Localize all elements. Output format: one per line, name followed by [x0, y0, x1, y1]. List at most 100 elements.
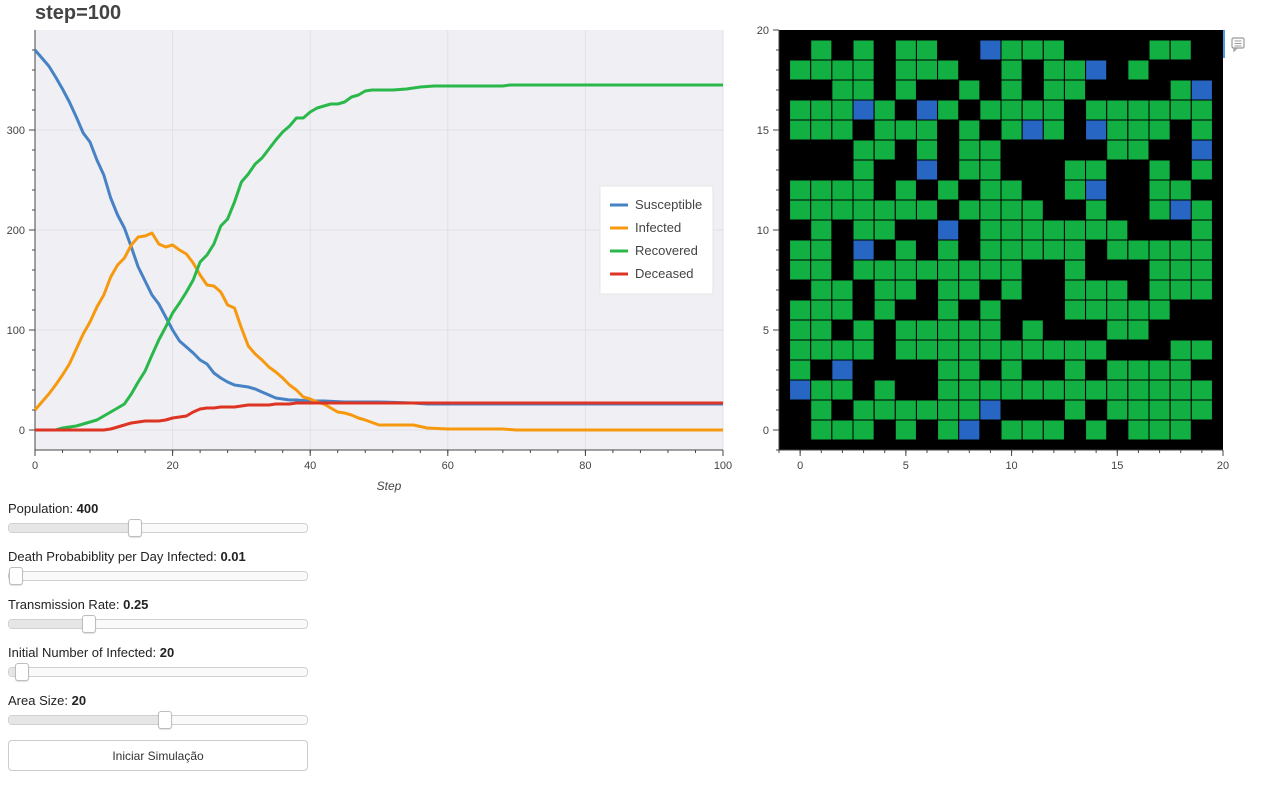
agent-cell-recovered	[958, 319, 981, 341]
agent-cell-susceptible	[1190, 79, 1213, 101]
agent-cell-susceptible	[852, 99, 875, 121]
agent-cell-recovered	[1169, 239, 1192, 261]
slider-track[interactable]	[8, 519, 308, 537]
agent-cell-recovered	[937, 399, 960, 421]
agent-cell-recovered	[1106, 279, 1129, 301]
agent-cell-recovered	[1148, 299, 1171, 321]
agent-cell-recovered	[958, 259, 981, 281]
slider-handle[interactable]	[14, 663, 29, 681]
slider-track[interactable]	[8, 567, 308, 585]
slider-label: Initial Number of Infected: 20	[8, 645, 308, 660]
agent-cell-recovered	[937, 179, 960, 201]
agent-cell-recovered	[1021, 219, 1044, 241]
slider-label: Population: 400	[8, 501, 308, 516]
agent-cell-recovered	[1042, 119, 1065, 141]
slider-handle[interactable]	[82, 615, 96, 633]
comment-icon[interactable]	[1222, 30, 1246, 58]
agent-cell-recovered	[873, 299, 896, 321]
agent-cell-recovered	[979, 199, 1002, 221]
agent-cell-recovered	[789, 119, 812, 141]
legend-entry: Susceptible	[635, 197, 702, 212]
slider-handle[interactable]	[128, 519, 143, 537]
slider-handle[interactable]	[158, 711, 172, 729]
slider-initial-infected: Initial Number of Infected: 20	[8, 645, 308, 681]
agent-cell-recovered	[1021, 379, 1044, 401]
agent-cell-recovered	[894, 399, 917, 421]
agent-cell-recovered	[1190, 219, 1213, 241]
agent-cell-recovered	[873, 259, 896, 281]
agent-cell-recovered	[979, 179, 1002, 201]
agent-cell-recovered	[1127, 239, 1150, 261]
agent-cell-recovered	[1085, 159, 1108, 181]
agent-cell-recovered	[1000, 419, 1023, 441]
series-line-infected	[33, 231, 723, 432]
slider-label-text: Area Size:	[8, 693, 72, 708]
agent-cell-recovered	[1042, 239, 1065, 261]
agent-cell-recovered	[1190, 159, 1213, 181]
agent-cell-recovered	[979, 159, 1002, 181]
agent-cell-recovered	[852, 419, 875, 441]
agent-cell-recovered	[1190, 379, 1213, 401]
slider-track[interactable]	[8, 663, 308, 681]
agent-cell-recovered	[852, 339, 875, 361]
agent-cell-susceptible	[852, 239, 875, 261]
agent-cell-recovered	[1021, 199, 1044, 221]
agent-cell-recovered	[1106, 379, 1129, 401]
line-chart: 0 20 40 60 80 100 0 100 200 300 Step Susceptible Inf…	[7, 30, 732, 493]
agent-cell-recovered	[937, 319, 960, 341]
agent-cell-recovered	[958, 119, 981, 141]
x-tick-label: 40	[304, 460, 316, 472]
series-line-recovered	[35, 83, 723, 432]
slider-fill	[9, 716, 158, 724]
agent-cell-recovered	[789, 99, 812, 121]
slider-handle[interactable]	[9, 567, 23, 585]
agent-cell-recovered	[958, 159, 981, 181]
slider-track[interactable]	[8, 711, 308, 729]
start-simulation-button[interactable]: Iniciar Simulação	[8, 740, 308, 771]
agent-cell-recovered	[1106, 359, 1129, 381]
agent-cell-recovered	[789, 259, 812, 281]
agent-cell-susceptible	[1190, 139, 1213, 161]
x-axis-label: Step	[377, 479, 402, 493]
agent-cell-recovered	[979, 239, 1002, 261]
agent-cell-recovered	[1127, 299, 1150, 321]
agent-cell-recovered	[1000, 219, 1023, 241]
slider-label-text: Initial Number of Infected:	[8, 645, 160, 660]
agent-cell-recovered	[810, 119, 833, 141]
agent-cell-recovered	[937, 379, 960, 401]
agent-cell-recovered	[1063, 219, 1087, 241]
agent-cell-susceptible	[915, 159, 939, 181]
agent-cell-recovered	[852, 179, 875, 201]
agent-cell-recovered	[1169, 379, 1192, 401]
agent-cell-recovered	[1063, 59, 1087, 81]
agent-cell-recovered	[937, 419, 960, 441]
legend-entry: Recovered	[635, 243, 698, 258]
agent-cell-recovered	[1148, 119, 1171, 141]
agent-cell-recovered	[1000, 99, 1023, 121]
agent-cell-recovered	[873, 379, 896, 401]
agent-cell-recovered	[958, 399, 981, 421]
agent-cell-recovered	[810, 99, 833, 121]
x-tick-label: 100	[714, 460, 732, 472]
agent-cell-recovered	[915, 39, 939, 61]
agent-cell-recovered	[810, 239, 833, 261]
agent-cell-recovered	[1085, 99, 1108, 121]
agent-cell-recovered	[1000, 199, 1023, 221]
agent-cell-recovered	[810, 339, 833, 361]
agent-cell-recovered	[1148, 179, 1171, 201]
agent-cell-recovered	[1148, 399, 1171, 421]
agent-cell-recovered	[810, 379, 833, 401]
agent-cell-recovered	[789, 239, 812, 261]
slider-track[interactable]	[8, 615, 308, 633]
agent-cell-recovered	[831, 279, 854, 301]
agent-cell-recovered	[1127, 119, 1150, 141]
agent-cell-recovered	[810, 199, 833, 221]
y-tick-label: 200	[7, 225, 25, 237]
agent-cell-recovered	[894, 199, 917, 221]
agent-cell-recovered	[1190, 339, 1213, 361]
agent-cell-recovered	[1190, 259, 1213, 281]
agent-cell-recovered	[1148, 99, 1171, 121]
agent-cell-recovered	[1063, 359, 1087, 381]
agent-cell-recovered	[831, 59, 854, 81]
agent-cell-recovered	[1106, 139, 1129, 161]
